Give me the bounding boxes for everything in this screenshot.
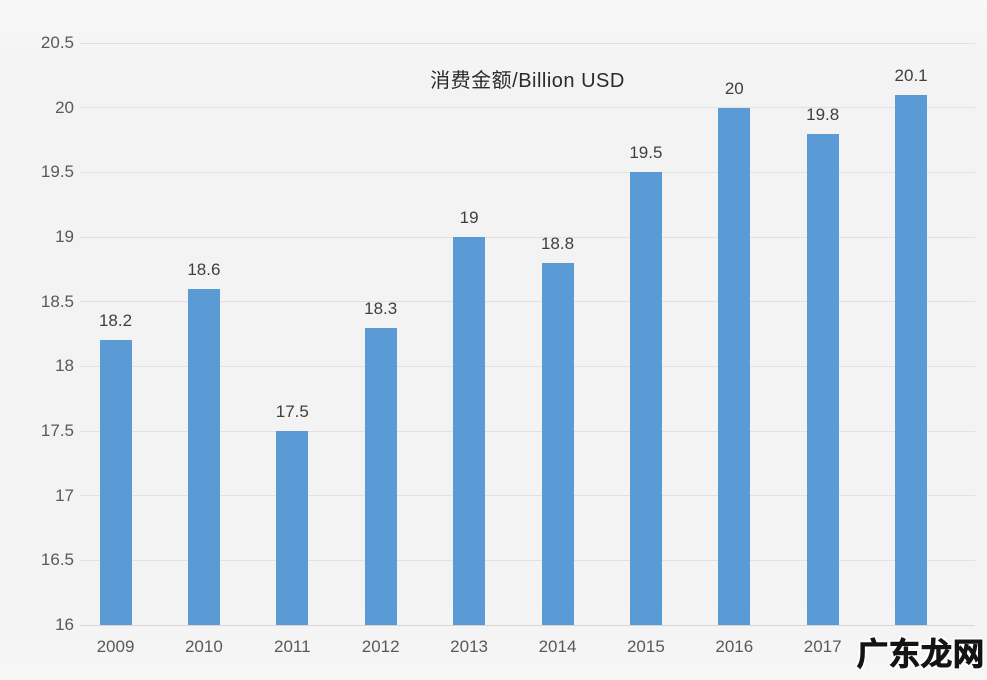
chart-title: 消费金额/Billion USD bbox=[430, 70, 625, 92]
y-axis-tick-label: 17 bbox=[55, 485, 74, 505]
x-axis-tick-label: 2014 bbox=[538, 637, 577, 656]
bar-2012 bbox=[364, 327, 397, 625]
bar-2014 bbox=[541, 262, 574, 625]
y-axis-tick-label: 16 bbox=[55, 615, 74, 634]
bar-index-9 bbox=[895, 94, 928, 625]
x-axis-tick-label: 2016 bbox=[715, 637, 754, 656]
bar-value-label: 19.5 bbox=[629, 143, 663, 163]
gridline bbox=[80, 236, 975, 238]
bar-value-label: 18.8 bbox=[540, 233, 575, 253]
bar-value-label: 20.1 bbox=[894, 65, 928, 85]
x-axis-tick-label: 2011 bbox=[274, 637, 311, 656]
gridline bbox=[80, 559, 975, 561]
bar-2011 bbox=[276, 431, 309, 625]
gridline bbox=[80, 42, 975, 44]
y-axis-tick-label: 16.5 bbox=[40, 550, 74, 570]
bar-2013 bbox=[453, 237, 486, 625]
bar-value-label: 19 bbox=[459, 208, 479, 227]
bar-2010 bbox=[187, 288, 220, 625]
gridline bbox=[80, 107, 975, 109]
watermark: 广东龙网 bbox=[857, 637, 985, 673]
x-axis-tick-label: 2015 bbox=[626, 637, 665, 656]
x-axis-tick-label: 2012 bbox=[361, 637, 400, 656]
bar-2015 bbox=[629, 172, 662, 625]
x-axis-tick-label: 2009 bbox=[96, 637, 135, 656]
y-axis-tick-label: 19.5 bbox=[40, 162, 74, 182]
bar-value-label: 19.8 bbox=[806, 104, 840, 124]
y-axis-tick-label: 19 bbox=[55, 227, 74, 246]
gridline bbox=[80, 495, 975, 497]
gridline bbox=[80, 171, 975, 173]
gridline bbox=[80, 430, 975, 432]
x-axis-line bbox=[80, 625, 975, 626]
bar-value-label: 17.5 bbox=[275, 402, 309, 421]
x-axis-tick-label: 2013 bbox=[450, 637, 489, 656]
gridline bbox=[80, 365, 975, 367]
bar-value-label: 18.6 bbox=[187, 259, 221, 279]
bar-2009 bbox=[99, 340, 132, 625]
bar-value-label: 18.3 bbox=[364, 298, 398, 318]
y-axis-tick-label: 20 bbox=[55, 97, 74, 117]
bar-2016 bbox=[718, 107, 751, 625]
gridline bbox=[80, 301, 975, 303]
y-axis-tick-label: 18 bbox=[55, 356, 74, 376]
bar-2017 bbox=[806, 133, 839, 625]
y-axis-tick-label: 17.5 bbox=[40, 421, 74, 440]
bar-value-label: 18.2 bbox=[98, 311, 133, 331]
y-axis-tick-label: 18.5 bbox=[40, 291, 74, 311]
x-axis-tick-label: 2010 bbox=[184, 637, 223, 656]
bar-value-label: 20 bbox=[724, 78, 744, 98]
y-axis-tick-label: 20.5 bbox=[40, 33, 74, 52]
x-axis-tick-label: 2017 bbox=[803, 637, 842, 656]
